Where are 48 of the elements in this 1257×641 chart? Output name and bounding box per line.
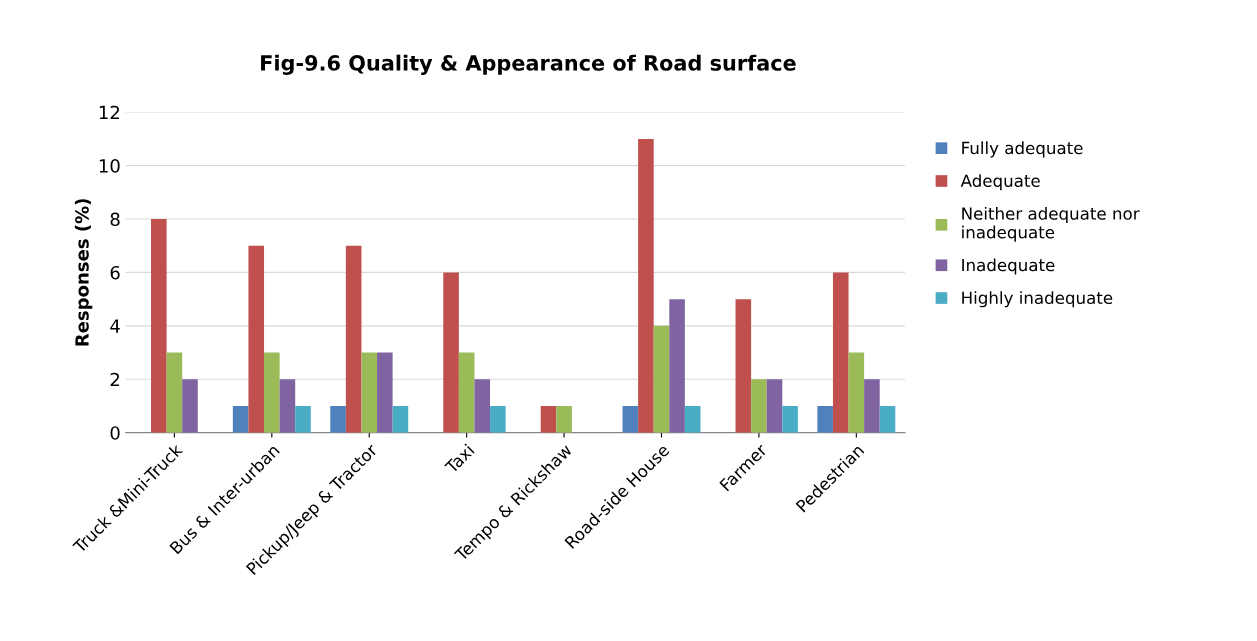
bar <box>751 379 767 433</box>
bar <box>474 379 491 433</box>
bar <box>817 405 833 433</box>
bar <box>345 245 362 433</box>
bar <box>232 405 249 433</box>
bar <box>295 405 311 433</box>
bar <box>151 219 167 433</box>
bar <box>264 352 280 433</box>
bar <box>392 405 409 433</box>
legend-label: Highly inadequate <box>962 291 1113 308</box>
bar <box>330 405 346 433</box>
bar <box>361 352 378 433</box>
bar <box>458 352 475 433</box>
y-tick-label: 6 <box>110 265 120 280</box>
legend-label: Inadequate <box>962 258 1055 275</box>
legend-label: Adequate <box>960 174 1040 191</box>
bar <box>443 272 459 433</box>
y-tick-label: 2 <box>110 372 120 387</box>
bar <box>684 405 701 433</box>
bar <box>377 352 393 433</box>
bar <box>879 405 896 433</box>
bar <box>848 352 865 433</box>
bar <box>540 405 557 433</box>
y-axis-title: Responses (%) <box>74 199 93 346</box>
bar <box>735 299 752 433</box>
bar <box>653 325 670 433</box>
bar <box>182 379 198 433</box>
y-tick-label: 12 <box>99 105 120 120</box>
y-tick-label: 10 <box>99 159 120 173</box>
bar <box>864 379 880 433</box>
bar <box>766 379 783 433</box>
y-tick-label: 8 <box>110 212 120 227</box>
bar <box>622 405 639 433</box>
bar <box>782 405 798 433</box>
bar <box>490 405 506 433</box>
chart-title: Fig-9.6 Quality & Appearance of Road surface <box>261 54 796 76</box>
bar <box>166 352 183 433</box>
x-tick-label: Taxi <box>443 443 475 475</box>
bar <box>638 138 654 433</box>
bar <box>669 299 685 433</box>
y-tick-label: 0 <box>110 426 120 440</box>
bar <box>556 405 572 433</box>
bar <box>279 379 296 433</box>
legend-label: Fully adequate <box>962 141 1083 158</box>
bar <box>248 245 265 433</box>
y-tick-label: 4 <box>110 319 120 333</box>
legend-label: Neither adequate nor inadequate <box>962 206 1140 242</box>
bar <box>832 272 849 433</box>
